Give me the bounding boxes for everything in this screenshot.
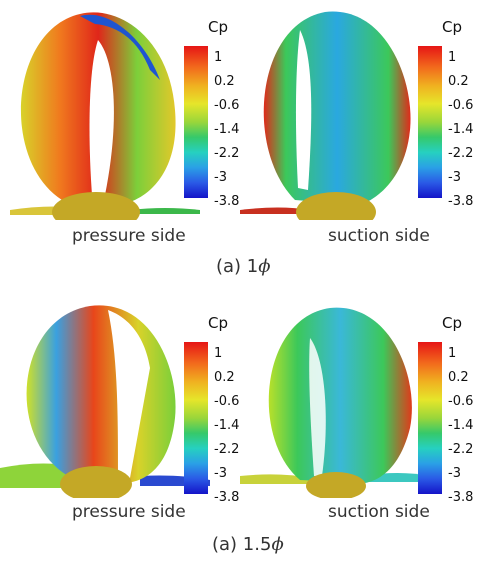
caption-top: (a) 1ϕ (216, 256, 271, 277)
legend-tick: -3.8 (448, 490, 474, 505)
legend-tick: -3.8 (214, 194, 240, 209)
legend-tick: -0.6 (214, 98, 240, 113)
legend-tick: -3.8 (214, 490, 240, 505)
legend-tick: 0.2 (214, 370, 235, 385)
legend-title: Cp (208, 314, 228, 332)
blade-image-suction-1phi (240, 0, 420, 220)
legend-tick: 1 (214, 50, 223, 65)
legend-tick: -3 (214, 466, 227, 481)
suction-side-label: suction side (328, 502, 430, 522)
legend-tick: 0.2 (214, 74, 235, 89)
legend-tick: -1.4 (214, 418, 240, 433)
legend-tick: -0.6 (448, 394, 474, 409)
colorbar-gradient (418, 46, 442, 198)
colorbar-legend: Cp 1 0.2 -0.6 -1.4 -2.2 -3 -3.8 (182, 314, 252, 505)
colorbar-legend: Cp 1 0.2 -0.6 -1.4 -2.2 -3 -3.8 (416, 314, 486, 505)
colorbar-gradient (184, 46, 208, 198)
caption-bottom-prefix: (a) 1.5 (212, 534, 272, 555)
pressure-side-label: pressure side (72, 226, 186, 246)
legend-tick: -1.4 (214, 122, 240, 137)
legend-tick: -3.8 (448, 194, 474, 209)
legend-tick: -2.2 (214, 146, 240, 161)
legend-title: Cp (208, 18, 228, 36)
legend-tick: -1.4 (448, 122, 474, 137)
legend-tick: -3 (214, 170, 227, 185)
legend-tick: -2.2 (448, 442, 474, 457)
legend-tick: -3 (448, 170, 461, 185)
legend-tick: -0.6 (448, 98, 474, 113)
colorbar-legend: Cp 1 0.2 -0.6 -1.4 -2.2 -3 -3.8 (416, 18, 486, 209)
legend-tick: -0.6 (214, 394, 240, 409)
suction-side-label: suction side (328, 226, 430, 246)
legend-tick: -2.2 (448, 146, 474, 161)
colorbar-gradient (418, 342, 442, 494)
caption-top-symbol: ϕ (258, 256, 271, 277)
blade-image-suction-1-5phi (240, 298, 430, 498)
legend-title: Cp (442, 18, 462, 36)
colorbar-legend: Cp 1 0.2 -0.6 -1.4 -2.2 -3 -3.8 (182, 18, 252, 209)
legend-tick: 1 (448, 346, 457, 361)
legend-tick: 1 (448, 50, 457, 65)
blade-image-pressure-1-5phi (0, 298, 210, 498)
caption-bottom-symbol: ϕ (271, 534, 284, 555)
legend-title: Cp (442, 314, 462, 332)
caption-top-prefix: (a) 1 (216, 256, 259, 277)
legend-tick: 1 (214, 346, 223, 361)
legend-tick: -3 (448, 466, 461, 481)
legend-tick: -2.2 (214, 442, 240, 457)
caption-bottom: (a) 1.5ϕ (212, 534, 284, 555)
legend-tick: -1.4 (448, 418, 474, 433)
colorbar-gradient (184, 342, 208, 494)
pressure-side-label: pressure side (72, 502, 186, 522)
blade-image-pressure-1phi (0, 0, 200, 220)
legend-tick: 0.2 (448, 74, 469, 89)
legend-tick: 0.2 (448, 370, 469, 385)
